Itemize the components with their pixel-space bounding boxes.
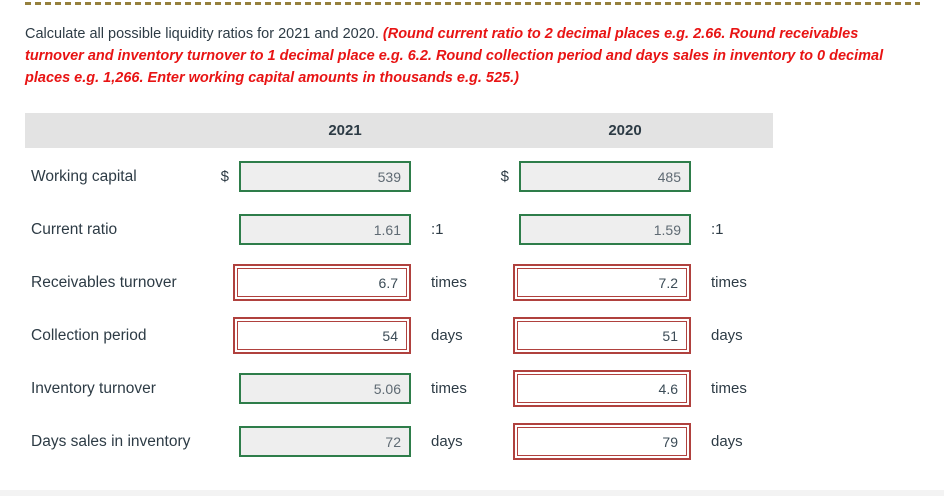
answer-input-wrapper [233, 423, 411, 460]
row-label: Collection period [31, 326, 147, 344]
row-label: Working capital [31, 167, 137, 185]
row-label: Receivables turnover [31, 273, 177, 291]
dashed-section-divider [25, 2, 920, 5]
answer-input-2020[interactable] [519, 161, 691, 192]
answer-input-wrapper [233, 370, 411, 407]
answer-input-wrapper [513, 423, 691, 460]
table-row: Current ratio :1 :1 [25, 203, 944, 256]
answer-input-2021[interactable] [237, 268, 407, 297]
answer-input-2020[interactable] [519, 214, 691, 245]
answer-input-2021[interactable] [239, 161, 411, 192]
question-text: Calculate all possible liquidity ratios … [25, 23, 915, 89]
answer-input-2020[interactable] [517, 374, 687, 403]
question-intro: Calculate all possible liquidity ratios … [25, 26, 379, 42]
row-label: Inventory turnover [31, 379, 156, 397]
answer-input-2020[interactable] [517, 321, 687, 350]
answer-input-wrapper [513, 370, 691, 407]
table-row: Receivables turnover times times [25, 256, 944, 309]
unit-label: days [711, 327, 743, 344]
year-header-2020: 2020 [608, 122, 642, 139]
answer-input-wrapper [233, 264, 411, 301]
row-label: Current ratio [31, 220, 118, 238]
unit-label: times [431, 380, 467, 397]
answer-input-2021[interactable] [239, 214, 411, 245]
answer-input-wrapper [513, 317, 691, 354]
unit-label: times [431, 274, 467, 291]
answer-input-wrapper [233, 317, 411, 354]
row-label: Days sales in inventory [31, 432, 191, 450]
unit-label: days [711, 433, 743, 450]
unit-label: days [431, 433, 463, 450]
ratios-table-body: Working capital $ $ Current ratio :1 :1 Receiv… [0, 148, 944, 468]
table-header: 2021 2020 [25, 113, 773, 148]
answer-input-wrapper [233, 211, 411, 248]
liquidity-ratios-table: 2021 2020 Working capital $ $ Current ratio… [0, 113, 944, 468]
answer-input-wrapper [513, 211, 691, 248]
bottom-divider [0, 490, 944, 496]
unit-label: times [711, 274, 747, 291]
table-row: Working capital $ $ [25, 150, 944, 203]
table-row: Inventory turnover times times [25, 362, 944, 415]
answer-input-2021[interactable] [237, 321, 407, 350]
answer-input-wrapper [513, 158, 691, 195]
currency-symbol-2020: $ [500, 168, 509, 185]
table-row: Days sales in inventory days days [25, 415, 944, 468]
answer-input-2020[interactable] [517, 268, 687, 297]
table-row: Collection period days days [25, 309, 944, 362]
unit-label: :1 [431, 221, 444, 238]
unit-label: times [711, 380, 747, 397]
answer-input-wrapper [233, 158, 411, 195]
question-rounding-note: (Round current ratio to 2 decimal places… [25, 26, 884, 86]
currency-symbol-2021: $ [220, 168, 229, 185]
answer-input-2021[interactable] [239, 426, 411, 457]
answer-input-2020[interactable] [517, 427, 687, 456]
year-header-2021: 2021 [328, 122, 362, 139]
answer-input-2021[interactable] [239, 373, 411, 404]
unit-label: :1 [711, 221, 724, 238]
unit-label: days [431, 327, 463, 344]
answer-input-wrapper [513, 264, 691, 301]
